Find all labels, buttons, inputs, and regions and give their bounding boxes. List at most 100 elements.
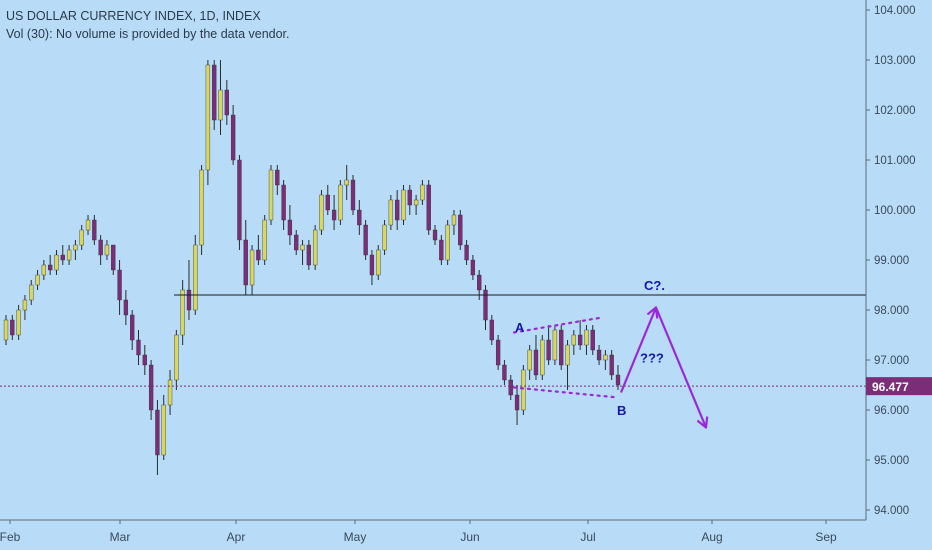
- candle: [596, 345, 602, 365]
- candle: [92, 215, 97, 245]
- candle: [382, 220, 387, 255]
- y-tick-label: 94.000: [874, 505, 909, 517]
- candle-body-down: [281, 184, 286, 221]
- candle-body-down: [577, 334, 583, 346]
- candle: [312, 225, 318, 270]
- candle-body-up: [312, 229, 318, 266]
- candle-body-up: [104, 244, 110, 256]
- candle: [130, 310, 135, 350]
- candle: [136, 330, 141, 365]
- x-tick-label: Jun: [460, 530, 479, 544]
- candle: [514, 385, 520, 425]
- candle: [325, 185, 330, 215]
- candle-body-down: [287, 219, 293, 236]
- candle-body-down: [514, 394, 520, 411]
- candle-body-up: [565, 344, 570, 366]
- candle: [401, 185, 406, 225]
- candle: [331, 195, 337, 230]
- candle-body-up: [376, 249, 381, 276]
- y-tick-label: 96.000: [874, 405, 909, 417]
- candle-body-up: [584, 329, 589, 346]
- candle-body-up: [388, 199, 394, 226]
- candle-body-down: [483, 289, 488, 321]
- candle: [16, 305, 21, 340]
- candle-body-down: [502, 364, 507, 381]
- candle: [603, 350, 608, 370]
- candle-body-up: [66, 249, 72, 261]
- candle: [212, 60, 217, 130]
- label-c: C?.: [644, 278, 665, 293]
- candle: [10, 315, 15, 340]
- candle: [363, 220, 368, 260]
- candle-body-down: [224, 89, 229, 116]
- pattern-lower-line: [512, 386, 620, 399]
- candle-body-down: [306, 244, 312, 266]
- candle-body-up: [413, 199, 419, 206]
- candle: [275, 165, 280, 195]
- candle-body-up: [218, 89, 223, 121]
- candle: [224, 80, 229, 125]
- candle: [546, 325, 551, 365]
- candle: [35, 270, 40, 290]
- candle-body-up: [527, 349, 532, 371]
- candle-body-down: [407, 189, 412, 206]
- candle: [186, 260, 192, 320]
- y-tick-label: 97.000: [874, 355, 909, 367]
- candle-body-up: [401, 189, 406, 221]
- candle-body-down: [489, 319, 494, 341]
- candle: [495, 335, 501, 370]
- candle-body-up: [167, 379, 173, 406]
- projection-wave: [619, 306, 708, 428]
- x-tick-label: Sep: [815, 530, 837, 544]
- candle-body-up: [445, 224, 450, 261]
- candle: [420, 180, 425, 205]
- candle-body-up: [540, 339, 545, 376]
- candle-body-down: [596, 349, 602, 361]
- y-tick-label: 102.000: [874, 105, 916, 117]
- candle: [533, 335, 539, 380]
- candle: [123, 290, 129, 325]
- candle: [41, 260, 47, 280]
- candle-body-down: [495, 339, 501, 366]
- candle-body-down: [363, 224, 368, 256]
- x-tick-label: May: [344, 530, 367, 544]
- candle-body-up: [85, 219, 91, 231]
- last-price-tag-bg: [866, 377, 932, 396]
- candle-body-down: [237, 159, 242, 241]
- x-tick-label: Apr: [227, 530, 246, 544]
- candle-body-up: [451, 214, 457, 226]
- candle: [458, 210, 463, 250]
- candle-body-up: [338, 184, 343, 221]
- candle: [445, 220, 450, 265]
- candle-body-up: [29, 284, 34, 301]
- candle-body-down: [130, 314, 135, 341]
- candle-body-down: [123, 299, 129, 316]
- candle-body-up: [22, 299, 28, 311]
- candle: [98, 235, 103, 265]
- candle: [451, 210, 457, 235]
- candle-body-down: [439, 239, 444, 261]
- candle: [155, 400, 160, 475]
- candle-body-up: [382, 224, 387, 251]
- candle-body-down: [142, 354, 147, 366]
- candle-body-up: [199, 169, 204, 246]
- candle: [3, 315, 9, 345]
- candle: [609, 350, 614, 380]
- candle: [237, 155, 242, 250]
- candle-body-down: [275, 169, 280, 186]
- candle: [230, 105, 236, 165]
- label-b: B: [617, 403, 626, 418]
- candle: [413, 195, 419, 215]
- candle: [262, 215, 267, 265]
- y-tick-label: 104.000: [874, 5, 916, 17]
- candle: [218, 60, 223, 135]
- candle: [502, 360, 507, 385]
- candle: [464, 240, 469, 265]
- candle-body-up: [180, 289, 185, 336]
- candle-body-up: [571, 334, 576, 346]
- candle-body-down: [533, 349, 539, 376]
- candles-layer: [3, 60, 621, 475]
- candle: [104, 240, 110, 260]
